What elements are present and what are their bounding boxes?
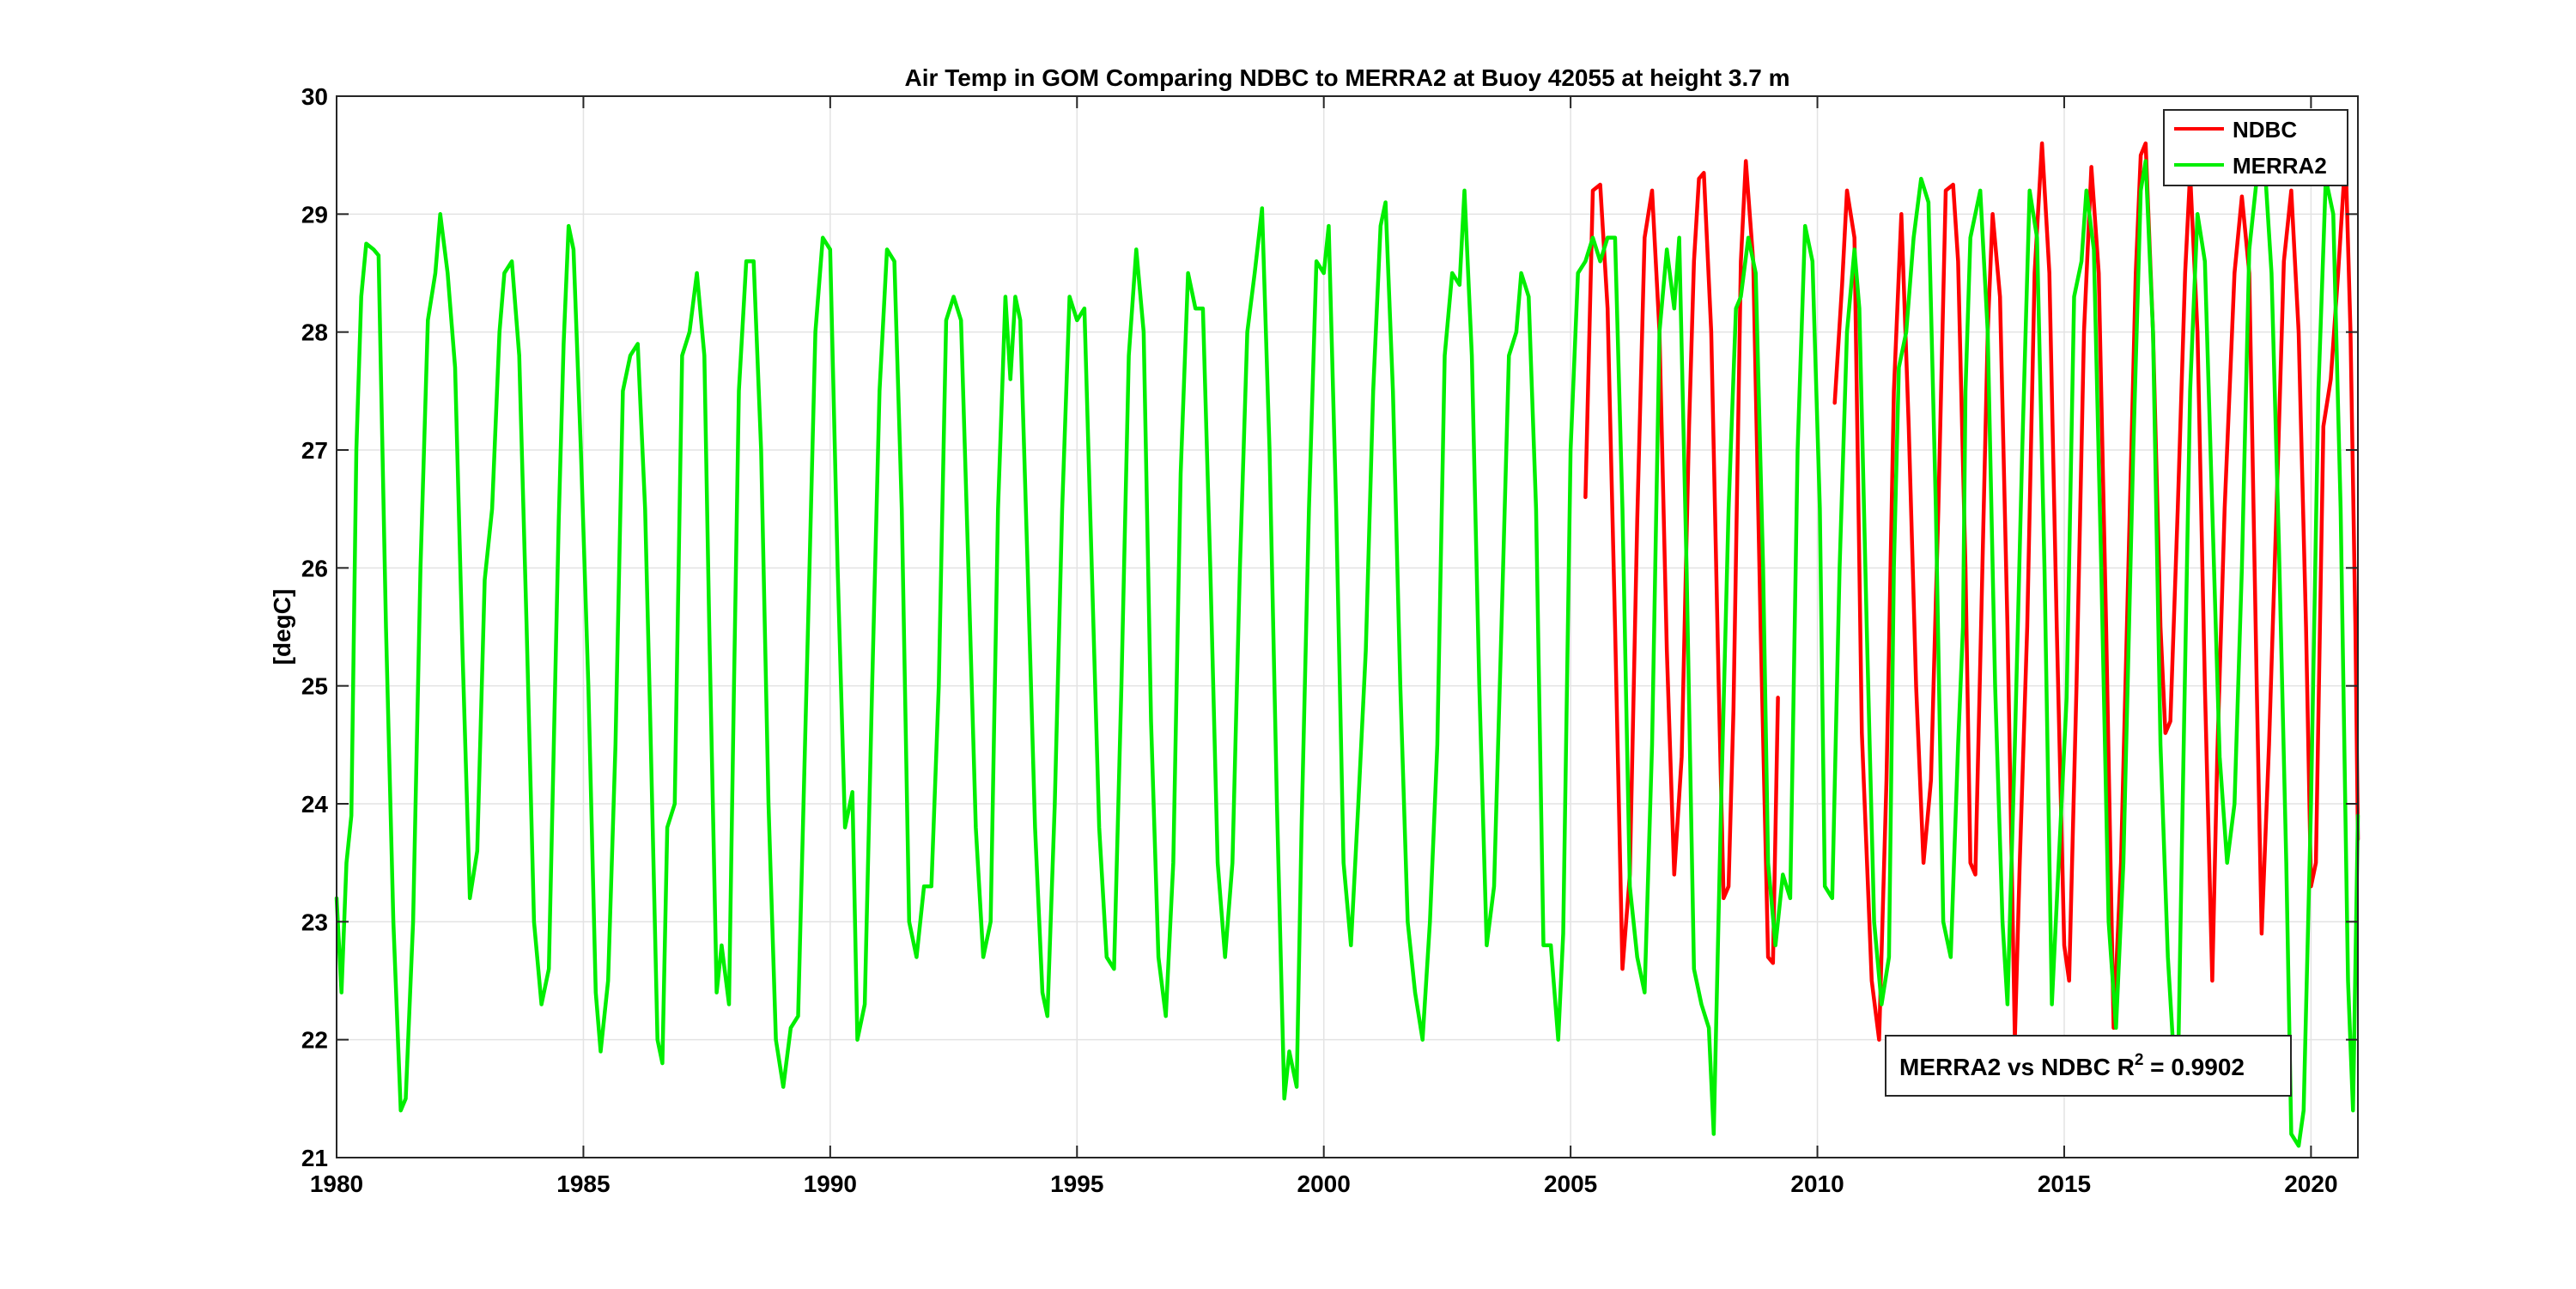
x-tick-label: 2005 <box>1544 1170 1597 1197</box>
x-tick-label: 2000 <box>1297 1170 1351 1197</box>
legend-label-ndbc: NDBC <box>2233 117 2297 143</box>
y-tick-label: 28 <box>301 319 328 346</box>
tick-layer: 21 22 23 24 25 26 27 28 29 30 1980 1985 1990 1995 2000… <box>301 83 2358 1197</box>
plot-area <box>337 96 2358 1158</box>
x-tick-label: 1995 <box>1050 1170 1103 1197</box>
y-tick-label: 23 <box>301 909 328 935</box>
annotation-box <box>1885 1035 2292 1097</box>
y-tick-label: 29 <box>301 201 328 228</box>
r-squared-annotation: MERRA2 vs NDBC R2 = 0.9902 <box>1885 1035 2292 1097</box>
chart-title: Air Temp in GOM Comparing NDBC to MERRA2… <box>905 64 1790 91</box>
legend: NDBC MERRA2 <box>2163 109 2348 186</box>
series-layer <box>334 141 2360 1148</box>
x-tick-label: 2015 <box>2038 1170 2091 1197</box>
x-tick-label: 1990 <box>804 1170 857 1197</box>
legend-label-merra2: MERRA2 <box>2233 153 2327 179</box>
y-tick-label: 24 <box>301 791 329 818</box>
y-tick-label: 30 <box>301 83 328 110</box>
x-tick-label: 1980 <box>310 1170 363 1197</box>
annotation-text: MERRA2 vs NDBC R2 = 0.9902 <box>1899 1051 2245 1080</box>
y-tick-label: 25 <box>301 673 328 700</box>
x-tick-label: 2010 <box>1790 1170 1844 1197</box>
y-tick-label: 27 <box>301 437 328 464</box>
y-tick-label: 22 <box>301 1027 328 1054</box>
y-tick-label: 26 <box>301 555 328 581</box>
annotation-superscript: 2 <box>2135 1051 2144 1069</box>
x-tick-label: 2020 <box>2284 1170 2337 1197</box>
annotation-suffix: = 0.9902 <box>2143 1054 2245 1080</box>
series-line-ndbc <box>1583 159 1780 971</box>
y-axis-label: [degC] <box>269 589 295 666</box>
series-line-merra2 <box>334 153 2360 1148</box>
plot-frame <box>336 95 2359 1158</box>
x-tick-label: 1985 <box>556 1170 610 1197</box>
y-tick-label: 21 <box>301 1145 328 1171</box>
annotation-main: MERRA2 vs NDBC R <box>1899 1054 2135 1080</box>
legend-box <box>2163 109 2348 186</box>
